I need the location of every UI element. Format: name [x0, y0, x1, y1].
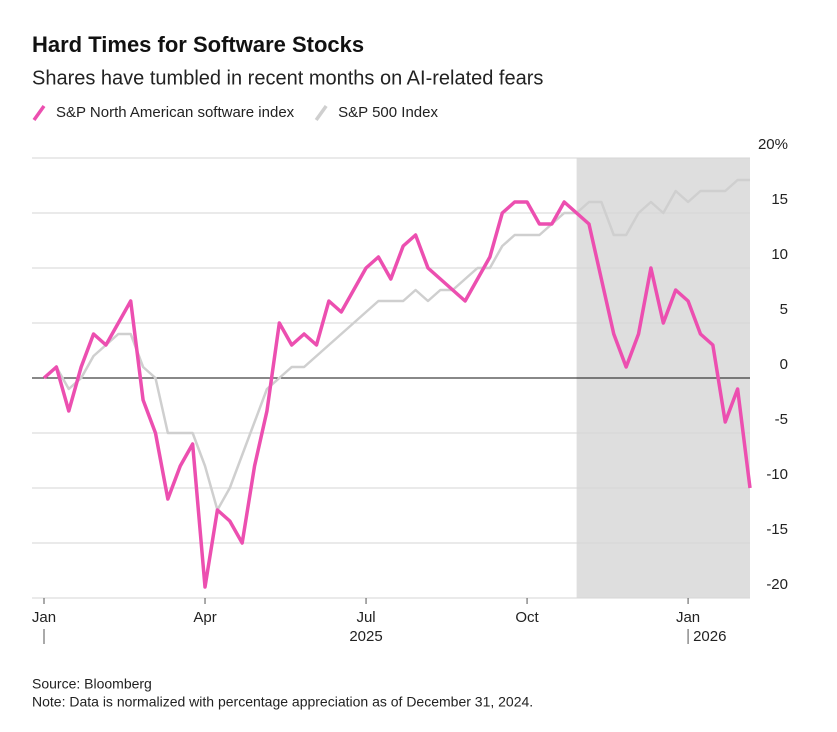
year-label: 2026 — [693, 628, 726, 645]
legend-swatch — [314, 104, 328, 122]
year-label: 2025 — [349, 628, 382, 645]
y-tick-label: -15 — [766, 521, 788, 538]
y-tick-label: -20 — [766, 576, 788, 593]
line-series — [42, 200, 752, 589]
x-tick-label: Oct — [515, 609, 539, 626]
y-tick-label: 5 — [780, 301, 788, 318]
legend-label: S&P North American software index — [56, 104, 295, 121]
x-tick-label: Jan — [676, 609, 700, 626]
note: Note: Data is normalized with percentage… — [32, 694, 533, 710]
y-tick-label: 20% — [758, 136, 788, 153]
x-tick-label: Apr — [193, 609, 216, 626]
y-tick-label: 15 — [771, 191, 788, 208]
x-tick-label: Jul — [356, 609, 375, 626]
y-tick-label: 10 — [771, 246, 788, 263]
y-tick-label: -5 — [775, 411, 788, 428]
chart-title: Hard Times for Software Stocks — [32, 32, 364, 57]
y-tick-label: 0 — [780, 356, 788, 373]
x-tick-label: Jan — [32, 609, 56, 626]
source: Source: Bloomberg — [32, 676, 152, 692]
chart-subtitle: Shares have tumbled in recent months on … — [32, 67, 543, 89]
legend-label: S&P 500 Index — [338, 104, 438, 121]
legend-swatch — [32, 104, 46, 122]
y-tick-label: -10 — [766, 466, 788, 483]
line-series — [43, 178, 750, 512]
